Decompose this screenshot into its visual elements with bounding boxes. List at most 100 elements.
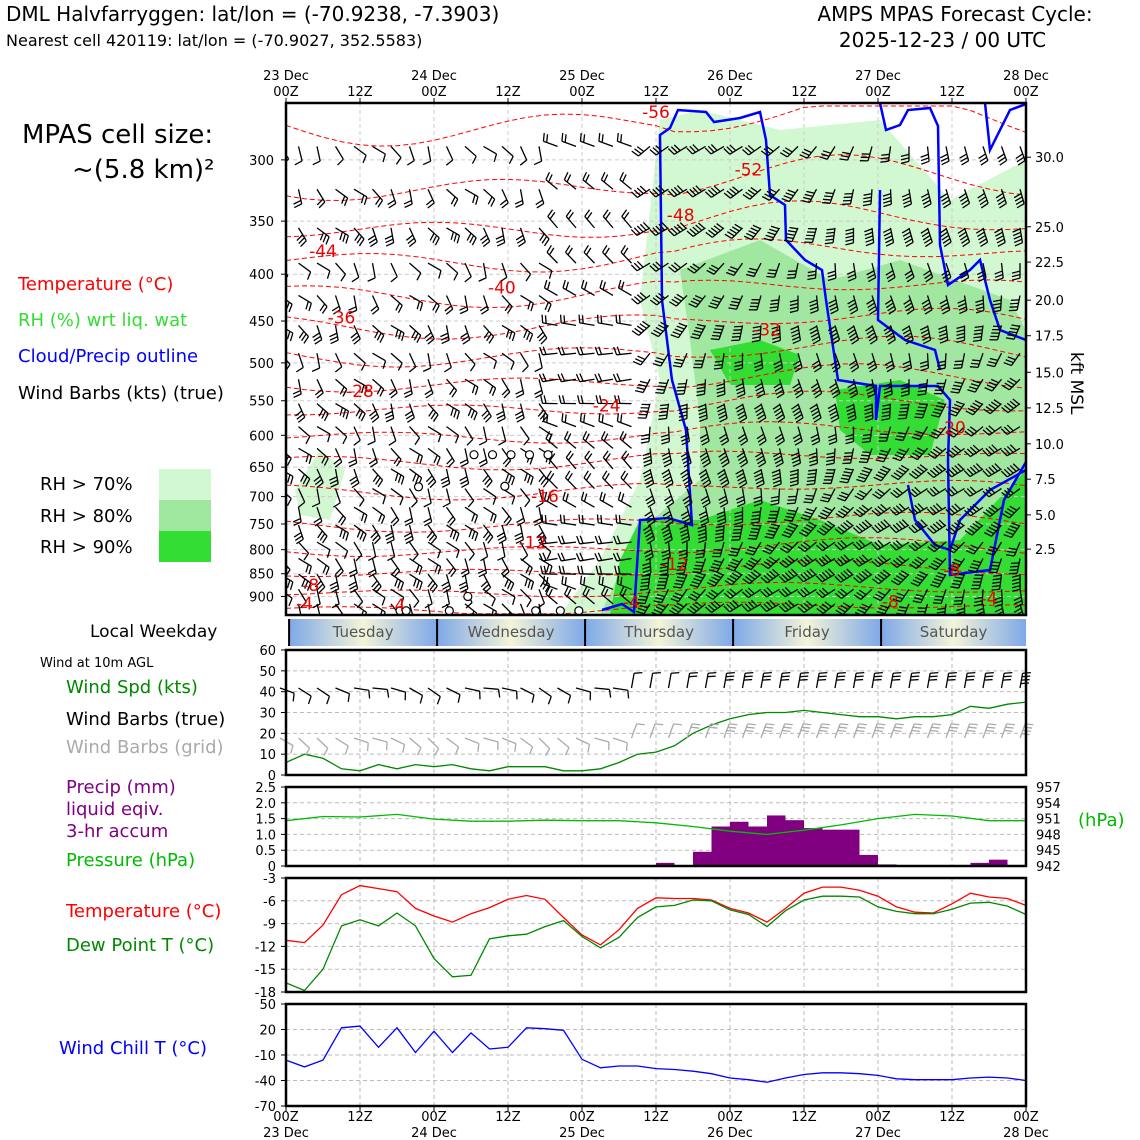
wind-barb-feather bbox=[916, 556, 925, 563]
wind-barb bbox=[933, 524, 947, 534]
wind-barb-feather bbox=[745, 562, 754, 568]
isotherm-label: -52 bbox=[735, 160, 763, 180]
wind-barb bbox=[871, 353, 878, 368]
wind-barb-feather bbox=[971, 563, 980, 567]
wind-barb-feather bbox=[637, 355, 646, 361]
wind-barb-feather bbox=[727, 268, 737, 274]
wind-barb-feather bbox=[948, 545, 957, 551]
wind-barb bbox=[751, 227, 762, 241]
pressure-tick-label: 951 bbox=[1036, 813, 1061, 828]
wind-barb-feather bbox=[599, 491, 603, 500]
cross-section-panel: -56-52-48-44-40-36-32-28-24-20-16-12-12-… bbox=[249, 69, 1064, 617]
wind-barb bbox=[686, 524, 691, 540]
wind-barb-feather bbox=[514, 410, 523, 416]
wind-barb bbox=[1013, 325, 1021, 340]
wind-barb-feather bbox=[562, 395, 566, 404]
wind-barb-feather bbox=[924, 309, 933, 315]
wind-barb-feather bbox=[676, 576, 686, 579]
wind-barb bbox=[335, 524, 349, 534]
wind-barb-feather bbox=[277, 390, 284, 394]
wind-barb-true-feather bbox=[854, 678, 864, 681]
wind-barb bbox=[955, 558, 966, 572]
wind-barb-feather bbox=[793, 386, 802, 392]
wind-barb-feather bbox=[973, 332, 983, 335]
wind-barb-feather bbox=[996, 196, 1005, 202]
wind-barb-true-feather bbox=[911, 671, 920, 674]
wind-barb-feather bbox=[784, 586, 792, 594]
wind-barb-feather bbox=[716, 404, 725, 409]
wind-barb-feather bbox=[655, 225, 663, 233]
wind-barb-feather bbox=[736, 499, 745, 504]
wind-barb-feather bbox=[703, 482, 711, 489]
wind-barb-feather bbox=[956, 329, 965, 333]
wind-barb-feather bbox=[951, 427, 960, 433]
wind-barb-feather bbox=[485, 415, 492, 423]
wind-barb-feather bbox=[940, 302, 949, 308]
wind-barb-feather bbox=[670, 264, 679, 271]
wind-barb-grid bbox=[1000, 723, 1008, 739]
wind-barb bbox=[464, 352, 476, 365]
wind-barb-feather bbox=[637, 607, 647, 612]
wind-barb-feather bbox=[646, 517, 655, 524]
wind-barb bbox=[919, 426, 929, 440]
wind-barb-feather bbox=[349, 584, 358, 590]
wind-barb-grid-feather bbox=[949, 726, 959, 729]
wind-barb bbox=[825, 506, 836, 520]
wind-barb bbox=[390, 468, 405, 478]
wind-barb-feather bbox=[789, 469, 799, 473]
wind-barb-feather bbox=[837, 497, 846, 502]
wind-barb bbox=[859, 524, 873, 534]
wind-barb-feather bbox=[704, 191, 712, 198]
wind-barb bbox=[718, 325, 725, 340]
wind-barb-true bbox=[982, 673, 987, 689]
panel-ytick-label: -12 bbox=[255, 940, 276, 955]
wind-barb-feather bbox=[911, 470, 919, 477]
wind-barb-feather bbox=[715, 528, 724, 532]
wind-barb-feather bbox=[723, 192, 731, 199]
wind-barb-feather bbox=[731, 558, 741, 563]
wind-barb bbox=[797, 379, 804, 394]
wind-barb-feather bbox=[916, 447, 925, 453]
wind-barb-feather bbox=[575, 373, 581, 382]
wind-barb-feather bbox=[941, 234, 950, 241]
wind-barb bbox=[390, 403, 395, 419]
wind-barb bbox=[544, 499, 558, 508]
wind-barb bbox=[408, 588, 420, 602]
wind-barb-feather bbox=[821, 556, 829, 564]
time-tick-bottom-hour: 00Z bbox=[569, 1110, 595, 1125]
wind-barb bbox=[602, 216, 614, 229]
wind-barb-feather bbox=[883, 325, 892, 332]
wind-barb-feather bbox=[864, 410, 873, 415]
wind-barb bbox=[298, 447, 312, 457]
wind-barb-feather bbox=[1012, 231, 1021, 237]
wind-barb-feather bbox=[652, 147, 660, 154]
wind-barb-feather bbox=[353, 338, 361, 345]
wind-barb-feather bbox=[636, 187, 644, 195]
wind-barb-feather bbox=[430, 536, 438, 544]
wind-barb-feather bbox=[345, 532, 349, 541]
wind-barb-feather bbox=[868, 305, 877, 312]
wind-barb bbox=[297, 588, 307, 603]
wind-barb bbox=[826, 146, 836, 160]
wind-barb-feather bbox=[326, 549, 331, 558]
wind-barb-feather bbox=[385, 238, 394, 244]
wind-barb-feather bbox=[486, 480, 493, 488]
wind-barb-feather bbox=[1014, 603, 1023, 609]
wind-barb-feather bbox=[825, 238, 834, 241]
wind-barb-feather bbox=[880, 449, 889, 453]
wind-barb-feather bbox=[795, 417, 804, 423]
wind-barb-feather bbox=[901, 228, 910, 234]
wind-barb bbox=[794, 262, 799, 278]
wind-barb bbox=[741, 468, 748, 484]
wind-barb-feather bbox=[859, 457, 869, 460]
wind-barb-feather bbox=[739, 482, 747, 489]
wind-barb-feather bbox=[496, 410, 504, 416]
wind-barb bbox=[741, 488, 746, 504]
wind-barb-feather bbox=[620, 576, 623, 586]
wind-barb-grid-feather bbox=[528, 746, 534, 755]
panel-ytick-label: -3 bbox=[263, 872, 276, 887]
wind-barb-feather bbox=[525, 565, 531, 574]
wind-barb-feather bbox=[322, 565, 327, 574]
wind-barb bbox=[372, 145, 386, 155]
wind-barb-feather bbox=[401, 332, 405, 341]
